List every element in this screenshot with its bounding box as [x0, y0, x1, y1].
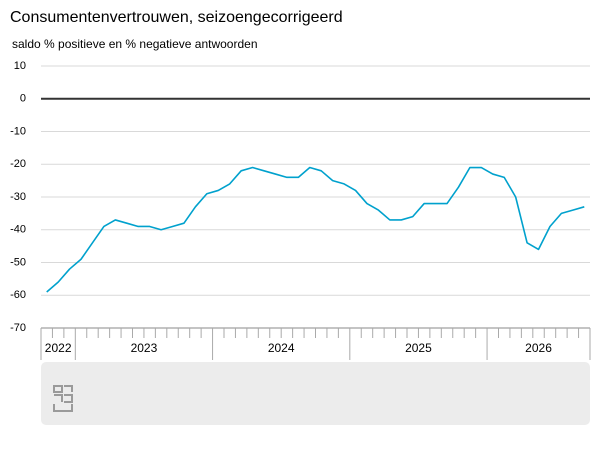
- y-tick-label: -20: [10, 158, 26, 170]
- plot-area: -70 -60 -50 -40 -30 -20 -10 0 10 2022 2023 2024 2025…: [10, 60, 591, 360]
- x-tick-label: 2022: [45, 341, 72, 355]
- y-tick-label: -50: [10, 256, 26, 268]
- x-tick-label: 2025: [405, 341, 432, 355]
- y-tick-label: 0: [20, 93, 26, 105]
- y-tick-label: -60: [10, 289, 26, 301]
- footer-panel: [41, 362, 590, 425]
- y-tick-label: -10: [10, 125, 26, 137]
- x-tick-label: 2024: [268, 341, 295, 355]
- y-tick-label: -70: [10, 322, 26, 334]
- y-tick-label: -40: [10, 224, 26, 236]
- chart-title: Consumentenvertrouwen, seizoengecorrigee…: [10, 9, 343, 26]
- chart-subtitle: saldo % positieve en % negatieve antwoor…: [12, 37, 258, 51]
- data-line: [46, 166, 585, 293]
- y-tick-label: -30: [10, 191, 26, 203]
- y-tick-label: 10: [14, 60, 26, 72]
- x-tick-label: 2026: [525, 341, 552, 355]
- x-tick-label: 2023: [131, 341, 158, 355]
- logo: [53, 385, 73, 412]
